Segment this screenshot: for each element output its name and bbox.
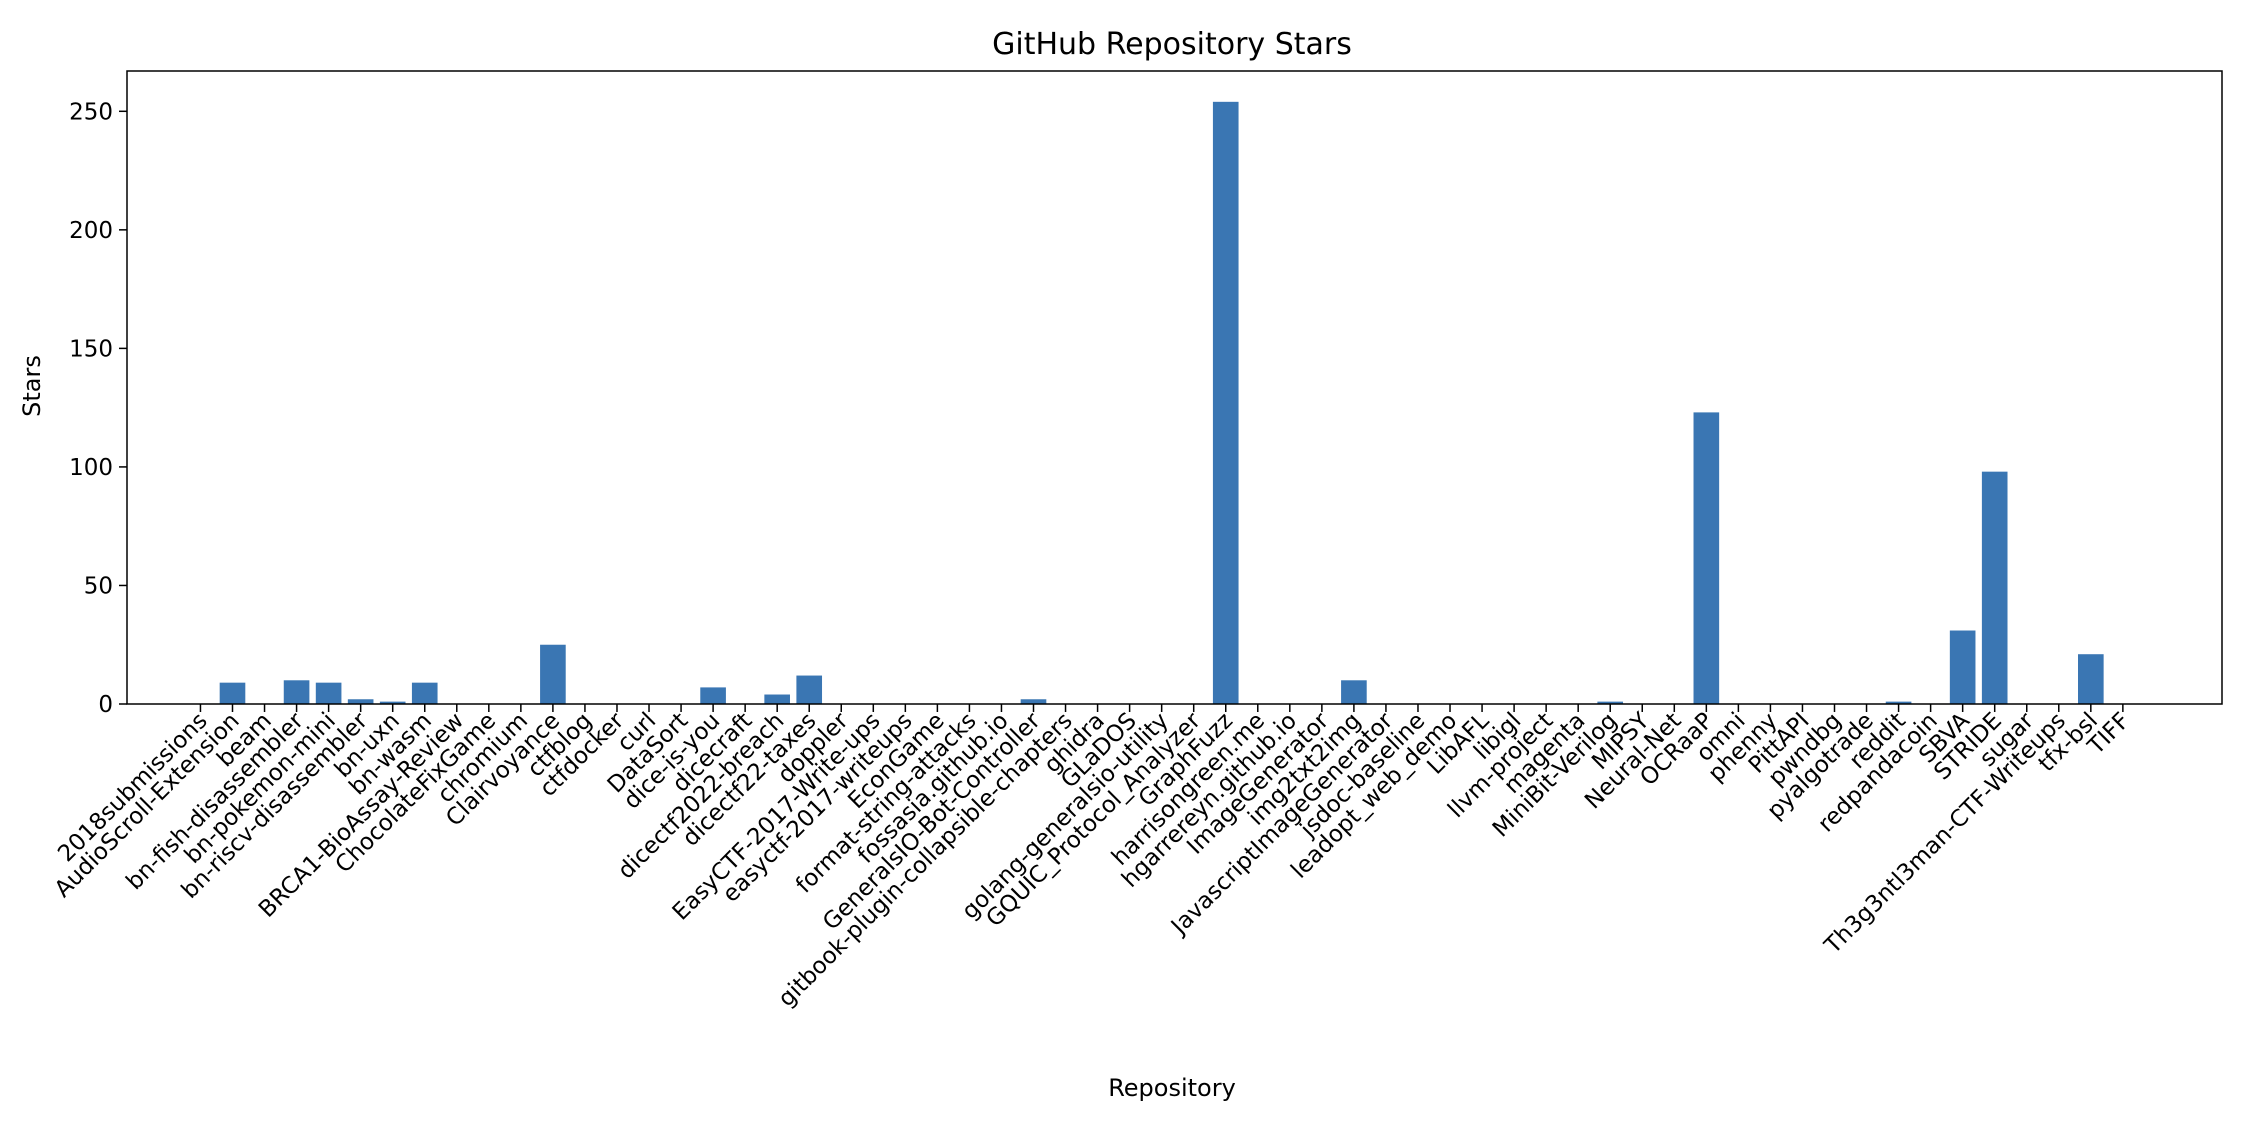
bar-STRIDE — [1981, 471, 2008, 704]
x-axis-ticks: 2018submissionsAudioScroll-Extensionbeam… — [50, 704, 2135, 1012]
y-tick-label: 100 — [69, 455, 113, 481]
bar-AudioScroll-Extension — [219, 682, 246, 704]
y-tick-label: 250 — [69, 99, 113, 125]
bars-group — [219, 101, 2104, 704]
bar-GeneralsIO-Bot-Controller — [1020, 699, 1047, 704]
bar-dicectf22-taxes — [796, 675, 823, 704]
bar-img2txt2img — [1341, 680, 1367, 704]
y-tick-label: 150 — [69, 336, 113, 362]
bar-dicectf2022-breach — [764, 694, 790, 704]
y-tick-label: 50 — [84, 573, 113, 599]
bar-bn-riscv-disassembler — [347, 699, 374, 704]
bar-bn-pokemon-mini — [315, 682, 342, 704]
x-axis-label: Repository — [1108, 1074, 1236, 1102]
bar-Clairvoyance — [540, 644, 566, 704]
y-axis-label: Stars — [18, 355, 46, 417]
y-axis-ticks: 0 50 100 150 200 250 — [69, 99, 127, 718]
y-tick-label: 200 — [69, 218, 113, 244]
bar-dice-is-you — [700, 687, 726, 704]
bar-tfx-bsl — [2078, 654, 2104, 704]
bar-bn-wasm — [411, 682, 438, 704]
bar-OCRaaP — [1693, 412, 1720, 704]
bar-GraphFuzz — [1212, 101, 1239, 704]
bar-bn-fish-disassembler — [283, 680, 310, 704]
y-tick-label: 0 — [98, 692, 113, 718]
bar-reddit — [1885, 701, 1912, 704]
bar-SBVA — [1949, 630, 1976, 704]
bar-bn-uxn — [379, 701, 406, 704]
plot-frame — [126, 70, 2223, 705]
bar-MiniBit-Verilog — [1597, 701, 1624, 704]
chart-title: GitHub Repository Stars — [992, 27, 1352, 62]
